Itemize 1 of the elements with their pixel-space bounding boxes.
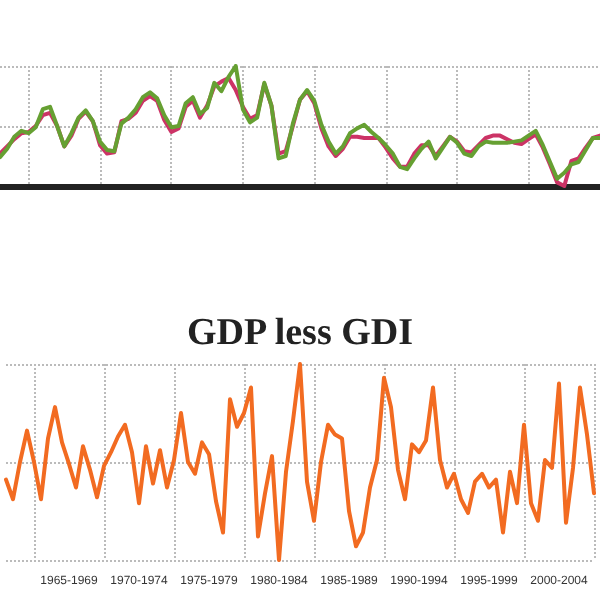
- chart-title: GDP less GDI: [187, 312, 413, 354]
